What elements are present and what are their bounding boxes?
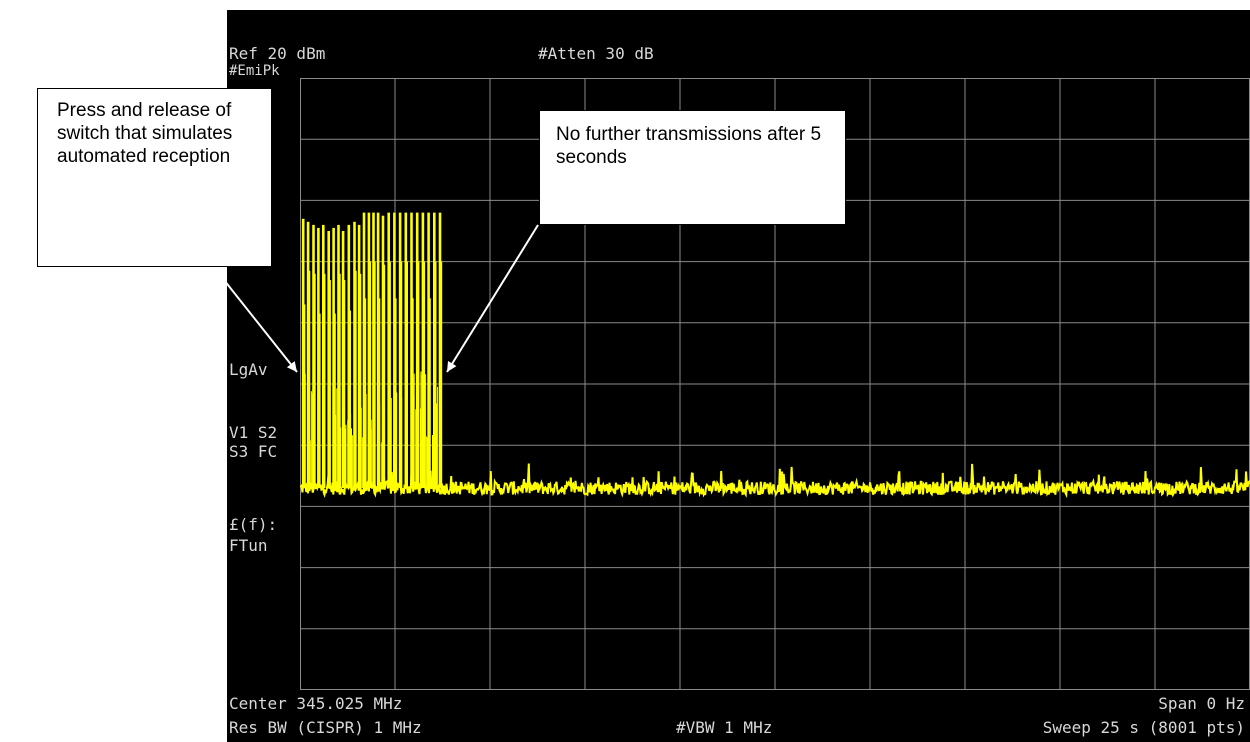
burst-bar xyxy=(333,313,336,488)
sweep-label: Sweep 25 s (8001 pts) xyxy=(1042,718,1245,737)
burst-bar xyxy=(306,221,310,489)
marker-row-1: V1 S2 xyxy=(229,423,278,442)
burst-bar xyxy=(394,298,397,488)
burst-bar xyxy=(323,273,326,488)
burst-bar xyxy=(388,261,391,488)
burst-bar xyxy=(415,212,419,488)
burst-bar xyxy=(434,261,437,488)
noise-floor-line xyxy=(300,463,1250,499)
burst-bar xyxy=(410,212,413,488)
burst-bar xyxy=(353,221,356,489)
attenuation-label: #Atten 30 dB xyxy=(538,44,654,63)
burst-bar xyxy=(354,270,357,489)
burst-bar xyxy=(398,212,402,488)
burst-bar xyxy=(364,298,367,488)
burst-bar xyxy=(440,261,443,488)
burst-bar xyxy=(359,273,362,488)
ref-level-label: Ref 20 dBm xyxy=(229,44,326,63)
vbw-label: #VBW 1 MHz xyxy=(676,718,773,737)
burst-bar xyxy=(433,212,436,488)
burst-bar xyxy=(378,298,381,488)
function-value: FTun xyxy=(229,536,268,555)
arrow-press-release xyxy=(223,279,298,373)
burst-bar xyxy=(318,313,321,488)
marker-row-2: S3 FC xyxy=(229,442,278,461)
burst-bar xyxy=(427,212,430,488)
span-label: Span 0 Hz xyxy=(1158,694,1245,713)
burst-bar xyxy=(373,261,376,488)
burst-bar xyxy=(376,212,380,488)
burst-bar xyxy=(347,224,351,489)
burst-bar xyxy=(343,280,346,489)
detector-label: #EmiPk xyxy=(229,64,280,78)
burst-bar xyxy=(301,218,305,489)
burst-bar xyxy=(406,261,408,488)
avg-mode-label: LgAv xyxy=(229,360,268,379)
burst-bar xyxy=(337,224,340,489)
burst-bar xyxy=(404,212,408,488)
center-freq-label: Center 345.025 MHz xyxy=(229,694,403,713)
res-bw-label: Res BW (CISPR) 1 MHz xyxy=(229,718,422,737)
callout-no-further: No further transmissions after 5 seconds xyxy=(539,110,846,225)
burst-bar xyxy=(338,273,341,488)
burst-bar xyxy=(421,212,425,488)
burst-bar xyxy=(308,270,311,489)
burst-bar xyxy=(322,224,325,489)
burst-bar xyxy=(312,224,315,489)
callout-press-release: Press and release of switch that simulat… xyxy=(37,88,272,267)
burst-bar xyxy=(387,212,390,488)
burst-bar xyxy=(369,261,372,488)
burst-bar xyxy=(313,273,316,488)
burst-bar xyxy=(381,215,385,488)
burst-bar xyxy=(367,212,371,488)
burst-bar xyxy=(417,261,420,488)
arrow-no-further xyxy=(446,224,539,373)
burst-bar xyxy=(317,227,320,488)
function-label: £(f): xyxy=(229,515,278,534)
trace-line xyxy=(300,212,1250,499)
burst-bar xyxy=(438,212,442,488)
burst-bar xyxy=(328,280,331,489)
burst-bar xyxy=(357,224,361,489)
burst-bar xyxy=(400,261,403,488)
burst-bar xyxy=(393,212,396,488)
burst-bar xyxy=(349,310,351,489)
burst-bar xyxy=(411,298,414,488)
burst-bar xyxy=(332,227,335,488)
burst-bar xyxy=(362,212,366,488)
burst-bar xyxy=(327,231,330,488)
burst-bar xyxy=(341,231,345,488)
burst-bar xyxy=(428,298,431,488)
burst-bar xyxy=(383,264,386,489)
burst-bar xyxy=(372,212,375,488)
burst-bar xyxy=(423,261,426,488)
